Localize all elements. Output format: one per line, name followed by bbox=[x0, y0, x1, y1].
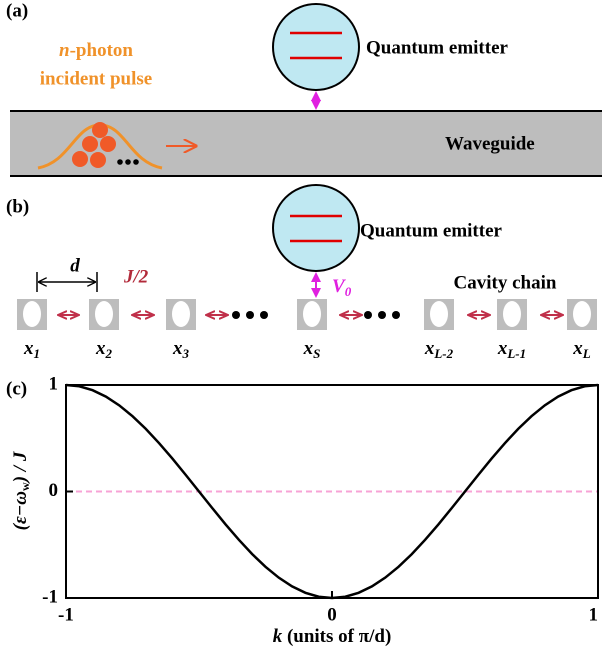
panel-label: (a) bbox=[6, 0, 28, 21]
site-base: x bbox=[23, 338, 34, 359]
dot bbox=[232, 311, 240, 319]
dot bbox=[246, 311, 254, 319]
x-axis-label: k (units of π/d) bbox=[273, 626, 392, 647]
cavity-mode bbox=[303, 301, 321, 327]
dot bbox=[378, 311, 386, 319]
chain-label: Cavity chain bbox=[454, 272, 557, 293]
photon bbox=[90, 152, 106, 168]
photons bbox=[72, 122, 116, 168]
cavity-mode bbox=[172, 301, 190, 327]
site-label: xL-2 bbox=[424, 338, 454, 361]
dot bbox=[133, 159, 139, 165]
site-base: x bbox=[172, 338, 183, 359]
y-tick-label: 1 bbox=[49, 373, 59, 394]
x-tick-label: 1 bbox=[589, 604, 599, 625]
x-tick-label: 0 bbox=[327, 604, 337, 625]
dot bbox=[125, 159, 131, 165]
site-sub: 3 bbox=[182, 346, 190, 361]
emitter-coupling: V0 bbox=[332, 276, 352, 299]
site-sub: S bbox=[313, 346, 320, 361]
emitter bbox=[272, 184, 360, 272]
photon bbox=[82, 136, 98, 152]
site-base: x bbox=[497, 338, 508, 359]
x-units: (units of π/d) bbox=[282, 626, 391, 647]
panel-label: (b) bbox=[6, 196, 29, 217]
site-label: xL-1 bbox=[497, 338, 526, 361]
photon bbox=[100, 136, 116, 152]
site-base: x bbox=[424, 338, 435, 359]
plot: -1 0 1 -1 0 1 bbox=[42, 373, 599, 625]
site-label: x1 bbox=[23, 338, 40, 361]
site-base: x bbox=[572, 338, 583, 359]
dot bbox=[117, 159, 123, 165]
pulse-label: incident pulse bbox=[40, 68, 152, 89]
site-sub: L bbox=[582, 346, 591, 361]
waveguide-label: Waveguide bbox=[445, 133, 535, 154]
site-label: xS bbox=[303, 338, 321, 361]
cavity-mode bbox=[573, 301, 591, 327]
photon bbox=[92, 122, 108, 138]
pulse-label: n-photon bbox=[59, 40, 133, 61]
site-sub: 2 bbox=[105, 346, 113, 361]
cavity-mode bbox=[430, 301, 448, 327]
y-sub: w bbox=[18, 482, 32, 491]
pulse-text: -photon bbox=[70, 40, 134, 61]
site-label: x2 bbox=[95, 338, 113, 361]
y-tick-label: -1 bbox=[42, 586, 58, 607]
x-tick-label: -1 bbox=[58, 604, 74, 625]
panel-label: (c) bbox=[6, 378, 27, 399]
y-tick-label: 0 bbox=[49, 480, 59, 501]
site-base: x bbox=[95, 338, 106, 359]
v-base: V bbox=[332, 276, 346, 297]
cavity-mode bbox=[503, 301, 521, 327]
emitter-label: Quantum emitter bbox=[366, 37, 509, 58]
cavity-mode bbox=[23, 301, 41, 327]
cavity-chain: x1 x2 x3 xS xL-2 xL-1 xL bbox=[17, 299, 597, 361]
site-sub: 1 bbox=[34, 346, 41, 361]
y-post: ) / J bbox=[10, 451, 31, 484]
site-base: x bbox=[303, 338, 314, 359]
emitter bbox=[272, 3, 360, 91]
dot bbox=[392, 311, 400, 319]
emitter-label: Quantum emitter bbox=[360, 220, 503, 241]
v-sub: 0 bbox=[345, 284, 352, 299]
pulse-n: n bbox=[59, 40, 70, 61]
cavity-mode bbox=[95, 301, 113, 327]
site-label: xL bbox=[572, 338, 591, 361]
x-var: k bbox=[273, 626, 283, 647]
y-axis-label: (ε−ωw) / J bbox=[10, 451, 31, 530]
spacing-label: d bbox=[70, 255, 80, 276]
y-pre: (ε−ω bbox=[10, 491, 31, 531]
coupling-label: J/2 bbox=[123, 266, 149, 287]
site-sub: L-1 bbox=[506, 346, 526, 361]
site-label: x3 bbox=[172, 338, 190, 361]
dot bbox=[364, 311, 372, 319]
photon bbox=[72, 151, 88, 167]
ellipsis bbox=[117, 159, 139, 165]
dot bbox=[260, 311, 268, 319]
site-sub: L-2 bbox=[433, 346, 453, 361]
